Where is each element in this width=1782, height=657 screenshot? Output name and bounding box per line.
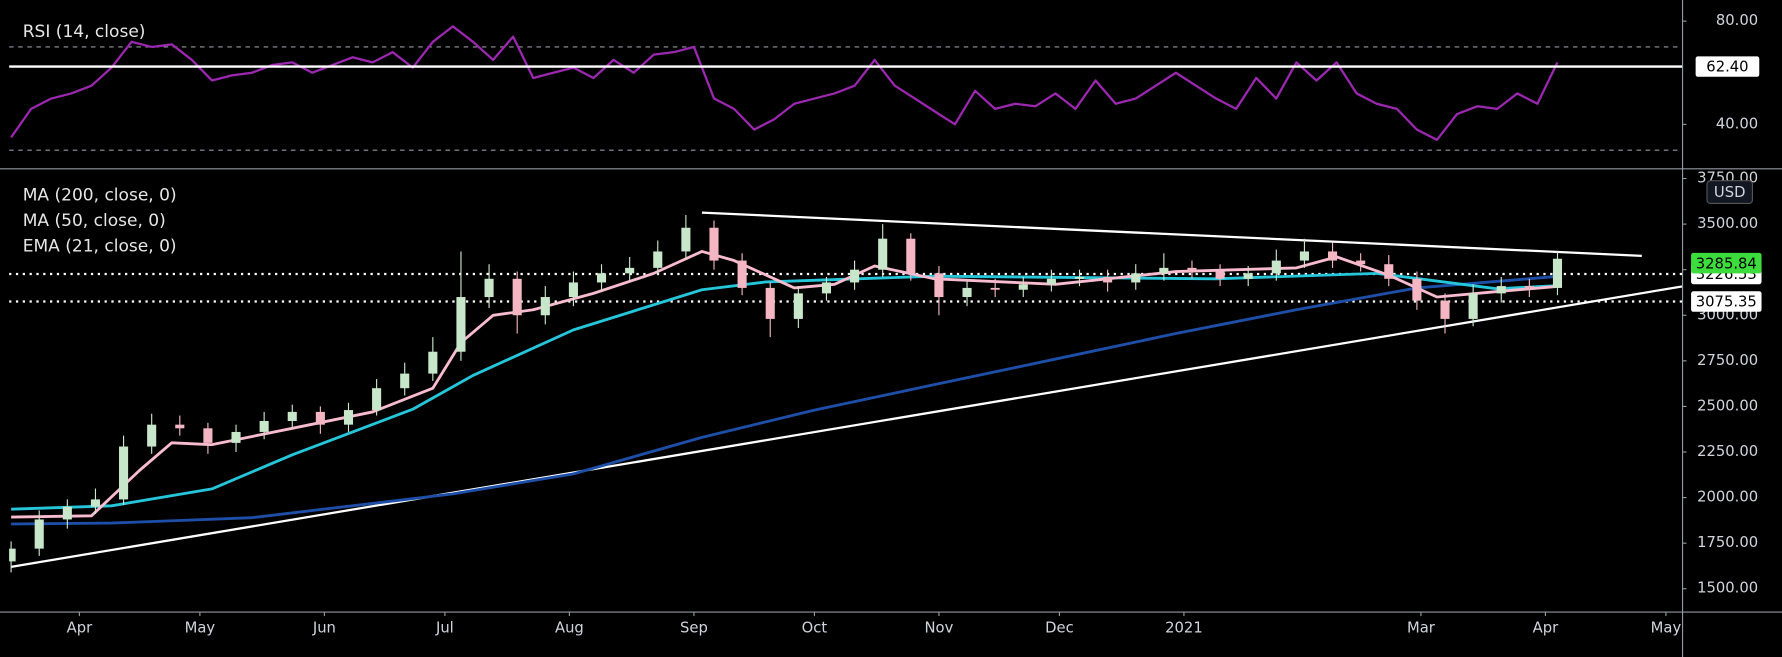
y-tick-label: 1750.00 — [1697, 534, 1758, 551]
y-tick-label: 1500.00 — [1697, 580, 1758, 597]
candle-body — [90, 499, 100, 507]
plot-area — [9, 211, 1682, 573]
candle-body — [1468, 293, 1478, 319]
y-tick-label: 80.00 — [1716, 12, 1758, 29]
candle-body — [400, 373, 410, 389]
candle-body — [259, 421, 269, 432]
candle-body — [1384, 264, 1394, 279]
x-tick-label: May — [185, 620, 216, 637]
x-tick-label: Jun — [312, 620, 336, 637]
y-tick-label: 2500.00 — [1697, 397, 1758, 414]
legend-entry: MA (200, close, 0) — [23, 186, 177, 206]
candle-body — [1046, 278, 1056, 285]
candle-body — [34, 519, 44, 549]
candle-body — [681, 227, 691, 252]
candle-body — [203, 428, 213, 443]
candle-body — [231, 431, 241, 443]
indicator-legend: MA (200, close, 0) MA (50, close, 0) EMA (… — [23, 186, 177, 257]
candle-body — [175, 424, 185, 429]
candle-body — [962, 287, 972, 298]
candle-body — [1271, 260, 1281, 274]
legend-entry: MA (50, close, 0) — [23, 211, 166, 231]
y-tick-label: 40.00 — [1716, 115, 1758, 132]
candle-body — [1243, 273, 1253, 279]
x-tick-label: Apr — [67, 620, 93, 637]
level-label: 3075.35 — [1696, 294, 1757, 311]
x-tick-label: May — [1651, 620, 1682, 637]
last-price-box — [1691, 252, 1762, 274]
candle-body — [119, 446, 129, 500]
candle-body — [9, 548, 16, 562]
candle-body — [1299, 251, 1309, 261]
candle-body — [596, 273, 607, 283]
x-tick-label: Oct — [802, 620, 828, 637]
indicator-line — [11, 274, 1562, 526]
candle-body — [1187, 267, 1197, 272]
candle-body — [1496, 286, 1506, 294]
level-box — [1691, 291, 1762, 312]
candle-body — [990, 287, 1000, 290]
candle-body — [372, 388, 382, 411]
candle-body — [343, 410, 354, 425]
x-tick-label: Aug — [555, 620, 584, 637]
y-tick-label: 2000.00 — [1697, 489, 1758, 506]
candle-body — [793, 293, 803, 319]
candle-body — [934, 273, 944, 298]
candle-body — [765, 287, 775, 319]
candle-body — [147, 424, 157, 447]
candle-body — [428, 351, 438, 374]
candle-body — [1215, 271, 1225, 279]
candle-body — [709, 227, 719, 261]
last-value-box — [1695, 56, 1760, 77]
candle-body — [1440, 300, 1450, 319]
currency-label: USD — [1714, 184, 1746, 201]
candle-body — [1159, 267, 1169, 274]
candle-body — [737, 260, 747, 288]
candle-body — [1131, 273, 1141, 283]
candle-body — [456, 297, 466, 352]
rsi-legend: RSI (14, close) — [23, 22, 146, 42]
candle-body — [1103, 276, 1113, 283]
legend-entry: EMA (21, close, 0) — [23, 237, 177, 257]
x-tick-label: Nov — [925, 620, 954, 637]
candle-body — [653, 251, 663, 268]
candle-body — [906, 238, 916, 274]
last-price-label: 3285.84 — [1696, 255, 1757, 272]
plot-area — [9, 25, 1682, 151]
candle-body — [287, 411, 297, 422]
candle-body — [484, 278, 494, 298]
y-tick-label: 3500.00 — [1697, 215, 1758, 232]
candle-body — [1074, 276, 1085, 279]
trendline — [10, 285, 1682, 568]
candle-body — [62, 506, 72, 520]
y-tick-label: 2250.00 — [1697, 443, 1758, 460]
candle-body — [1018, 284, 1028, 290]
trendline — [701, 211, 1642, 257]
currency-box — [1706, 180, 1754, 205]
x-tick-label: Dec — [1045, 620, 1074, 637]
candle-body — [512, 278, 522, 316]
candle-body — [850, 269, 860, 283]
y-tick-label: 2750.00 — [1697, 352, 1758, 369]
x-tick-label: Sep — [680, 620, 708, 637]
candle-body — [878, 238, 888, 270]
candle-body — [1328, 251, 1338, 261]
candle-body — [540, 297, 550, 316]
candle-body — [1412, 278, 1422, 301]
last-value-label: 62.40 — [1706, 59, 1748, 76]
x-tick-label: Mar — [1407, 620, 1436, 637]
candle-body — [1356, 260, 1366, 265]
candle-body — [625, 267, 635, 274]
indicator-line — [11, 271, 1562, 511]
candle-body — [568, 282, 578, 298]
candle-body — [1552, 258, 1563, 288]
x-tick-label: Apr — [1533, 620, 1559, 637]
x-tick-label: 2021 — [1165, 620, 1203, 637]
candle-body — [821, 282, 832, 294]
candle-body — [315, 411, 325, 425]
candle-body — [1524, 286, 1534, 288]
x-tick-label: Jul — [435, 620, 454, 637]
